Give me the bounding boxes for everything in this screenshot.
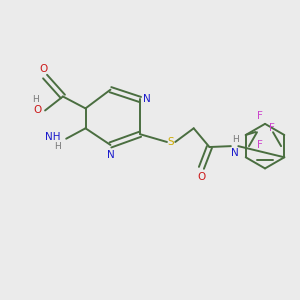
- Text: H: H: [32, 95, 39, 104]
- Text: F: F: [257, 111, 263, 121]
- Text: N: N: [106, 150, 114, 160]
- Text: F: F: [257, 140, 263, 150]
- Text: N: N: [143, 94, 151, 104]
- Text: H: H: [232, 135, 239, 144]
- Text: N: N: [231, 148, 239, 158]
- Text: H: H: [54, 142, 61, 151]
- Text: O: O: [197, 172, 206, 182]
- Text: F: F: [269, 123, 275, 133]
- Text: S: S: [167, 137, 174, 147]
- Text: O: O: [40, 64, 48, 74]
- Text: O: O: [33, 106, 41, 116]
- Text: NH: NH: [45, 132, 61, 142]
